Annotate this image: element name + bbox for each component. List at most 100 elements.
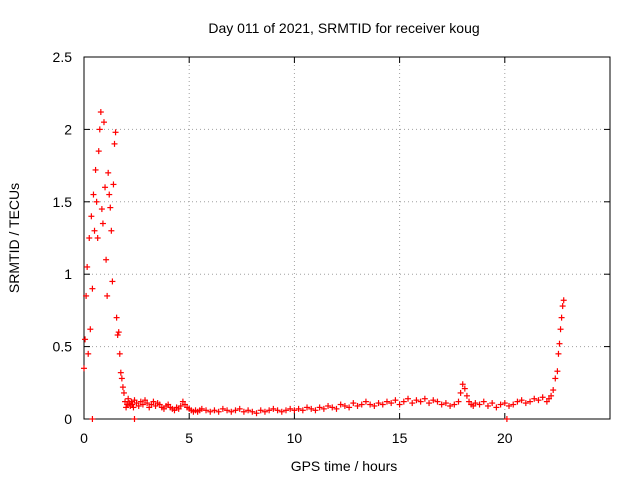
data-point [81, 365, 87, 372]
data-point [128, 398, 135, 405]
data-point [522, 400, 529, 407]
x-axis-ticks: 0 5 10 15 20 [80, 57, 513, 446]
data-point [123, 404, 130, 411]
data-point [503, 416, 510, 422]
data-point [550, 387, 557, 394]
data-point [86, 235, 93, 241]
data-point [514, 398, 521, 405]
x-tick-label: 20 [497, 430, 513, 446]
data-point [87, 326, 94, 333]
data-point [308, 405, 315, 412]
data-point [476, 401, 483, 408]
data-point [493, 404, 500, 411]
data-point [535, 397, 542, 404]
data-point [312, 407, 319, 414]
data-point [249, 408, 256, 415]
data-point [245, 407, 252, 414]
data-point [282, 407, 289, 414]
x-axis-label: GPS time / hours [291, 458, 398, 474]
data-point [100, 119, 107, 126]
data-point [413, 397, 420, 404]
data-point [129, 401, 136, 408]
data-point [106, 191, 113, 198]
data-point [198, 405, 205, 412]
data-point [240, 408, 247, 415]
data-point [447, 402, 454, 409]
data-point [104, 292, 111, 299]
data-point [89, 416, 96, 422]
data-point [367, 401, 374, 408]
data-point [558, 314, 565, 321]
data-point [362, 398, 369, 405]
data-point [82, 336, 89, 343]
data-point [131, 416, 138, 422]
data-point [400, 398, 407, 405]
data-point [554, 368, 561, 375]
data-point [484, 402, 491, 409]
data-point [112, 129, 119, 136]
x-tick-label: 0 [80, 430, 88, 446]
data-point [228, 408, 235, 415]
data-point [325, 402, 332, 409]
data-point [392, 397, 399, 404]
data-point [83, 292, 90, 299]
data-point [557, 326, 564, 333]
data-point [518, 397, 525, 404]
data-point [548, 392, 555, 399]
data-point [552, 375, 559, 382]
data-point [130, 404, 137, 411]
data-point [329, 404, 336, 411]
data-point [88, 213, 95, 220]
data-point [556, 340, 563, 347]
data-point [463, 392, 470, 399]
data-point [442, 400, 449, 407]
data-point [215, 408, 222, 415]
data-point [555, 350, 562, 357]
data-point [451, 401, 458, 408]
data-point [354, 402, 361, 409]
data-point [113, 314, 120, 321]
data-point [110, 181, 117, 188]
data-point [434, 398, 441, 405]
data-point [97, 109, 104, 116]
data-point [350, 400, 357, 407]
data-point [219, 405, 226, 412]
data-point [274, 407, 281, 414]
data-point [98, 206, 105, 213]
data-point [177, 402, 184, 409]
y-axis-ticks: 0 0.5 1 1.5 2 2.5 [53, 49, 610, 427]
data-point [116, 350, 123, 357]
data-point [102, 184, 109, 191]
data-point [94, 235, 101, 241]
data-point [135, 402, 142, 409]
data-point [95, 148, 102, 155]
data-point [84, 263, 91, 270]
data-point [89, 285, 96, 292]
data-point [118, 375, 125, 382]
data-point [346, 404, 353, 411]
data-point [457, 389, 464, 396]
data-point [257, 407, 264, 414]
data-point [295, 405, 302, 412]
data-point [85, 350, 92, 357]
data-point [510, 401, 517, 408]
data-point [109, 278, 116, 285]
data-point [103, 256, 110, 263]
data-point [497, 401, 504, 408]
data-point [93, 198, 100, 205]
data-point [107, 204, 114, 211]
data-point [105, 169, 112, 176]
data-point [333, 405, 340, 412]
data-point [455, 398, 462, 405]
data-point [489, 400, 496, 407]
data-point [501, 400, 508, 407]
data-point [261, 408, 268, 415]
data-point [375, 400, 382, 407]
data-point [383, 398, 390, 405]
x-tick-label: 10 [287, 430, 303, 446]
data-point [266, 407, 273, 414]
data-point [117, 369, 124, 376]
data-point [91, 227, 98, 234]
data-point [125, 395, 132, 402]
